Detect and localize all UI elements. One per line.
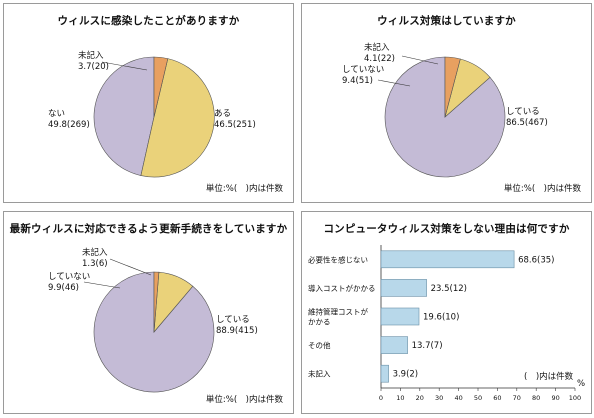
slice-label: ない [48, 109, 65, 119]
pie-slice-0 [384, 56, 506, 178]
bar-value-label: 23.5(12) [431, 284, 467, 294]
chart-panel-infection: ウィルスに感染したことがありますか ある 46.5(251) ない 49.8(269)… [3, 3, 294, 203]
slice-value-label: 46.5(251) [214, 120, 256, 130]
slice-label: 未記入 [364, 42, 390, 53]
bar-value-label: 68.6(35) [518, 255, 554, 265]
bar-value-label: 13.7(7) [412, 341, 443, 351]
slice-value-label: 88.9(415) [216, 326, 258, 336]
slice-value-label: 4.1(22) [364, 54, 395, 64]
category-label: 必要性を感じない [308, 254, 368, 264]
pie-slice-2 [153, 56, 169, 118]
slice-value-label: 1.3(6) [82, 259, 108, 269]
x-unit-label: % [577, 379, 585, 389]
x-tick-label: 10 [396, 394, 404, 402]
unit-note: 単位:%( )内は件数 [503, 184, 581, 194]
pie-slice-2 [444, 56, 461, 118]
x-tick-label: 100 [569, 394, 581, 402]
bar-4 [380, 364, 389, 383]
unit-note: 単位:%( )内は件数 [205, 395, 283, 405]
pie-slice-2 [153, 271, 160, 333]
category-label: 維持管理コストが [308, 307, 368, 317]
count-note: ( )内は件数 [524, 371, 574, 382]
leader-line [83, 281, 121, 289]
slice-label: ある [214, 109, 231, 119]
slice-value-label: 49.8(269) [48, 120, 90, 130]
bar-1 [380, 279, 427, 297]
x-tick-label: 30 [435, 394, 443, 402]
slice-label: 未記入 [78, 50, 104, 61]
slice-label: していない [48, 272, 90, 282]
category-label: 導入コストがかかる [308, 283, 376, 293]
x-tick-label: 90 [551, 394, 559, 402]
slice-value-label: 86.5(467) [506, 118, 548, 128]
slice-label: 未記入 [82, 247, 108, 258]
bar-value-label: 19.6(10) [423, 313, 459, 323]
slice-value-label: 3.7(20) [78, 62, 109, 72]
chart-title: ウィルスに感染したことがありますか [57, 15, 240, 27]
slice-value-label: 9.9(46) [48, 283, 79, 293]
category-label: 未記入 [308, 369, 331, 379]
x-tick-label: 0 [379, 394, 383, 402]
slice-value-label: 9.4(51) [342, 76, 373, 86]
x-tick-label: 20 [416, 394, 424, 402]
chart-panel-virus-protection: ウィルス対策はしていますか している 86.5(467) していない 9.4(51) 未… [301, 3, 592, 203]
leader-line [377, 79, 411, 87]
x-tick-label: 80 [532, 394, 540, 402]
x-tick-label: 60 [493, 394, 501, 402]
x-tick-label: 50 [474, 394, 482, 402]
chart-panel-reasons: コンピュータウィルス対策をしない理由は何ですか 0 10 20 30 40 50 60 70 8… [301, 211, 592, 414]
chart-title: 最新ウィルスに対応できるよう更新手続きをしていますか [9, 223, 288, 235]
pie-slice-1 [140, 58, 215, 178]
chart-panel-update: 最新ウィルスに対応できるよう更新手続きをしていますか している 88.9(415)… [3, 211, 294, 414]
bar-0 [380, 250, 515, 269]
slice-label: していない [342, 65, 384, 75]
bar-2 [380, 307, 420, 326]
unit-note: 単位:%( )内は件数 [205, 184, 283, 194]
x-tick-label: 70 [513, 394, 521, 402]
pie-slice-0 [93, 56, 155, 176]
bar-chart-reasons: 0 10 20 30 40 50 60 70 80 90 100% 必要性を感じない 68.6(35) 導… [308, 245, 585, 402]
leader-line [109, 258, 152, 276]
category-label: その他 [308, 340, 331, 350]
x-tick-label: 40 [454, 394, 462, 402]
chart-title: コンピュータウィルス対策をしない理由は何ですか [323, 223, 570, 235]
chart-title: ウィルス対策はしていますか [377, 15, 516, 27]
slice-label: している [506, 107, 540, 117]
leader-line [401, 55, 439, 65]
bar-3 [380, 336, 408, 354]
leader-line [101, 61, 148, 71]
bar-value-label: 3.9(2) [393, 370, 419, 380]
slice-label: している [216, 315, 250, 325]
category-label: かかる [308, 318, 331, 327]
